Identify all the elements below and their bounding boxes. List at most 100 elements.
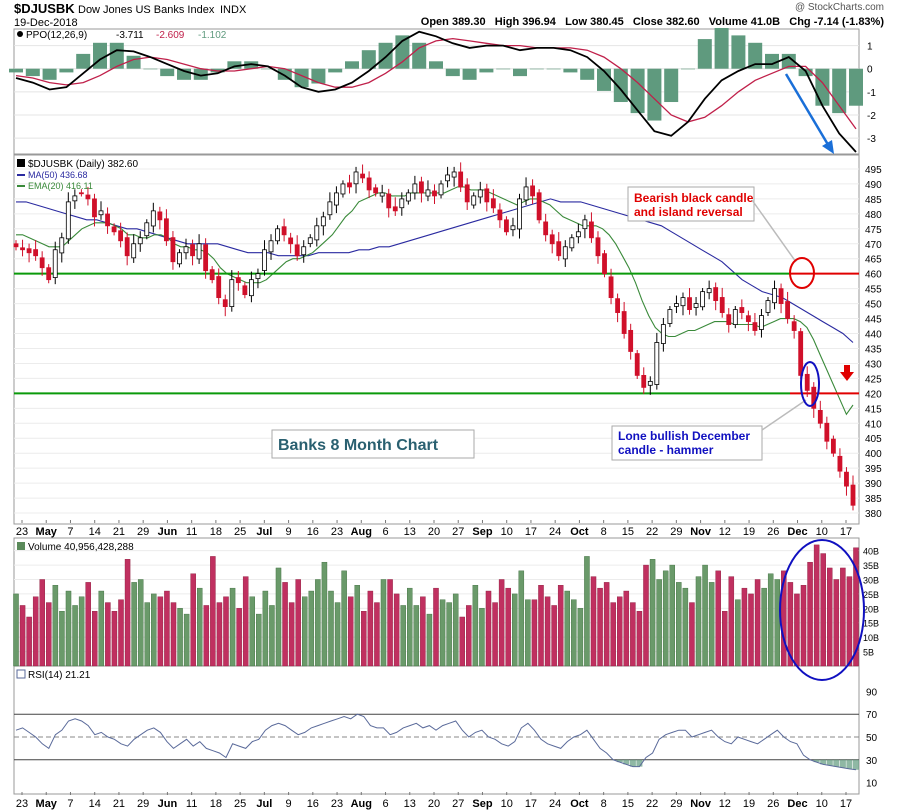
candle-body (811, 386, 817, 409)
candle-body (497, 209, 503, 221)
candle-body (772, 288, 777, 304)
ppo-histogram-bar (462, 68, 477, 80)
volume-bar (669, 564, 675, 667)
ppo-histogram-bar (748, 42, 763, 69)
ppo-down-arrow (784, 73, 834, 154)
volume-bar (610, 602, 616, 667)
volume-bar (577, 608, 584, 667)
volume-bar (433, 587, 439, 667)
candle-body (118, 230, 124, 242)
x-axis-label: 10 (816, 798, 828, 810)
volume-bar (170, 602, 177, 667)
volume-bar (275, 567, 282, 667)
candle-body (556, 241, 562, 257)
chart-date: 19-Dec-2018 (14, 17, 78, 29)
x-axis-label: 20 (428, 798, 440, 810)
candle-body (817, 410, 823, 424)
x-axis-label: 15 (622, 526, 634, 538)
candle-body (65, 201, 71, 240)
candle-body (451, 171, 457, 178)
candle-body (405, 192, 411, 202)
candle-body (52, 249, 58, 278)
volume-bar (682, 587, 689, 667)
price-tick-label: 450 (865, 300, 882, 311)
ppo-histogram-bar (109, 42, 124, 69)
x-axis-label: 17 (525, 798, 537, 810)
volume-bar (551, 605, 557, 667)
candle-body (150, 210, 156, 227)
volume-bar (564, 590, 570, 667)
candle-body (693, 303, 699, 308)
volume-bar (807, 561, 813, 667)
volume-chart: 40B 35B 30B 25B 20B 15B 10B 5B (13, 544, 879, 667)
x-axis-label: 19 (743, 798, 755, 810)
volume-bar (393, 593, 400, 667)
ppo-signal-line (15, 37, 857, 130)
volume-bar (767, 573, 774, 667)
volume-bar (210, 556, 216, 667)
candle-body (798, 331, 804, 376)
ppo-histogram-bar (563, 68, 578, 73)
candle-body (837, 455, 843, 472)
candle-body (13, 243, 19, 248)
price-tick-label: 475 (865, 225, 882, 236)
x-axis-label: 23 (331, 526, 343, 538)
candle-body (739, 307, 745, 313)
annotation-hammer-candle: Lone bullish December candle - hammer (611, 399, 807, 461)
candle-body (458, 171, 464, 188)
candle-body (582, 219, 588, 230)
ppo-value-3: -1.102 (198, 30, 227, 41)
candle-body (687, 297, 692, 310)
volume-bar (177, 608, 183, 667)
ppo-histogram-bar (345, 61, 359, 69)
x-axis-label: 14 (89, 526, 101, 538)
x-axis-label: 22 (646, 526, 658, 538)
x-axis-label: May (36, 526, 58, 538)
candle-body (242, 285, 248, 296)
x-axis-label: 18 (210, 798, 222, 810)
x-axis-label: 17 (840, 526, 852, 538)
volume-bar (157, 596, 164, 667)
price-tick-label: 495 (865, 165, 882, 176)
candle-body (131, 243, 137, 259)
ppo-histogram-bar (143, 68, 158, 70)
x-axis-label: 27 (452, 798, 464, 810)
candle-body (209, 269, 215, 281)
x-axis-label: 23 (331, 798, 343, 810)
candle-body (163, 218, 169, 242)
candle-body (602, 253, 607, 275)
ppo-histogram-bar (664, 68, 679, 103)
price-tick-label: 395 (865, 464, 882, 475)
ppo-histogram-bar (160, 68, 175, 77)
svg-text:Lone bullish December: Lone bullish December (618, 429, 750, 443)
x-axis-label: 9 (286, 798, 292, 810)
candle-body (353, 171, 359, 185)
volume-bar (223, 596, 229, 667)
x-axis-label: Aug (351, 798, 372, 810)
volume-bar (459, 616, 465, 667)
volume-tick-label: 15B (863, 619, 879, 629)
volume-bar (472, 585, 479, 667)
candle-body (700, 291, 706, 308)
x-axis-label: Oct (570, 526, 589, 538)
volume-bar (407, 587, 413, 667)
x-axis-label: 6 (382, 526, 388, 538)
volume-tick-label: 5B (863, 648, 874, 658)
svg-text:Bearish black candle: Bearish black candle (634, 191, 754, 205)
candle-body (366, 177, 372, 191)
candle-body (732, 309, 738, 325)
volume-bar (105, 602, 111, 667)
x-axis-label: 17 (525, 526, 537, 538)
candle-body (190, 244, 195, 257)
x-axis-label: 11 (186, 798, 197, 810)
volume-bar (590, 576, 597, 667)
candle-body (268, 240, 274, 253)
candle-body (294, 244, 300, 257)
volume-bar (715, 570, 721, 667)
price-tick-label: 470 (865, 240, 882, 251)
ppo-chart: 1 0 -1 -2 -3 (9, 27, 876, 153)
price-tick-label: 430 (865, 359, 882, 370)
volume-bar (479, 608, 485, 667)
candle-body (26, 248, 32, 254)
candle-body (621, 311, 627, 334)
